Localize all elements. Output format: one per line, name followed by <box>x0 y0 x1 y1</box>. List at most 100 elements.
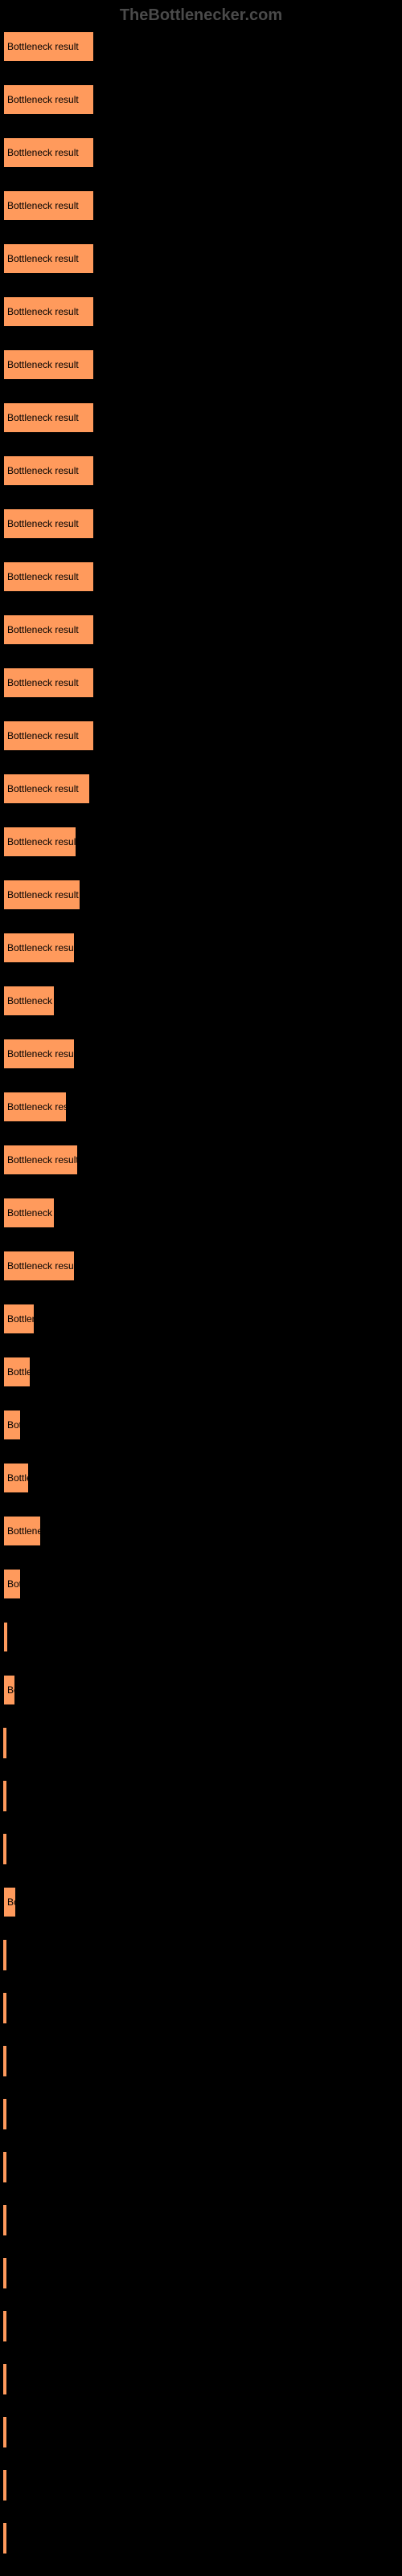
bar-row: Bottleneck result <box>3 455 399 486</box>
bar-row: Bottleneck result <box>3 933 399 963</box>
bar-row <box>3 2099 399 2129</box>
bar <box>3 2152 6 2182</box>
bar: Bottleneck result <box>3 508 94 539</box>
bar-row: Bottleneck result <box>3 614 399 645</box>
bar: Bottleneck result <box>3 774 90 804</box>
watermark-text: TheBottlenecker.com <box>0 0 402 31</box>
bar-row: Bottleneck result <box>3 402 399 433</box>
bar-row: Bottleneck result <box>3 561 399 592</box>
bar <box>3 1834 6 1864</box>
bar-label: Bottleneck result <box>7 518 79 529</box>
bar: Bottleneck result <box>3 933 75 963</box>
bar-label: Bottleneck result <box>7 783 79 794</box>
bar-label: Bottleneck result <box>7 306 79 317</box>
bar-row: Bottleneck <box>3 986 399 1016</box>
bar-label: Bottleneck <box>7 1684 15 1696</box>
bar-row <box>3 1622 399 1652</box>
bar: Bottleneck <box>3 1569 21 1599</box>
bar: Bottleneck result <box>3 721 94 751</box>
bar: Bottleneck result <box>3 455 94 486</box>
bar: Bottleneck <box>3 1304 35 1334</box>
bar-row: Bottleneck <box>3 1410 399 1440</box>
bar-row <box>3 2311 399 2341</box>
bar-label: Bottleneck result <box>7 1260 75 1272</box>
bar: Bottleneck <box>3 986 55 1016</box>
bar: Bottleneck result <box>3 561 94 592</box>
bar-label: Bottleneck result <box>7 253 79 264</box>
bar-row: Bottleneck result <box>3 508 399 539</box>
bar-row: Bottleneck result <box>3 190 399 221</box>
bar-row: Bottleneck result <box>3 84 399 115</box>
bar-label: Bottleneck <box>7 1896 16 1908</box>
bar: Bottleneck <box>3 1516 41 1546</box>
bar-label: Bottleneck <box>7 995 52 1006</box>
bar-label: Bottleneck <box>7 1472 29 1484</box>
bar: Bottleneck result <box>3 84 94 115</box>
bar-label: Bottleneck <box>7 1207 52 1219</box>
bar <box>3 1622 8 1652</box>
bar-row <box>3 1993 399 2023</box>
bar-row: Bottleneck result <box>3 349 399 380</box>
bar: Bottleneck result <box>3 667 94 698</box>
bar-label: Bottleneck result <box>7 942 75 953</box>
bar <box>3 1781 6 1811</box>
bar-row: Bottleneck <box>3 1569 399 1599</box>
bar: Bottleneck <box>3 1887 16 1917</box>
bar-label: Bottleneck result <box>7 465 79 476</box>
bar-row <box>3 2046 399 2076</box>
bar-row <box>3 2470 399 2500</box>
bar: Bottleneck result <box>3 1251 75 1281</box>
bar-label: Bottleneck result <box>7 1048 75 1059</box>
bar-row: Bottleneck result <box>3 880 399 910</box>
bar: Bottleneck result <box>3 1145 78 1175</box>
bar-label: Bottleneck result <box>7 147 79 158</box>
bar: Bottleneck <box>3 1675 15 1705</box>
bar-row: Bottleneck result <box>3 1092 399 1122</box>
bar-row: Bottleneck result <box>3 1251 399 1281</box>
bar: Bottleneck result <box>3 614 94 645</box>
bar-label: Bottleneck <box>7 1313 35 1325</box>
bar: Bottleneck <box>3 1463 29 1493</box>
bar-row <box>3 2205 399 2235</box>
bar: Bottleneck result <box>3 296 94 327</box>
bar: Bottleneck result <box>3 190 94 221</box>
bar-row <box>3 2417 399 2447</box>
bar-row: Bottleneck <box>3 1516 399 1546</box>
bar <box>3 2311 6 2341</box>
bar: Bottleneck result <box>3 880 80 910</box>
bottleneck-bar-chart: Bottleneck result Bottleneck result Bottle… <box>0 31 402 2554</box>
bar: Bottleneck result <box>3 31 94 62</box>
bar-label: Bottleneck result <box>7 836 76 847</box>
bar: Bottleneck <box>3 1357 31 1387</box>
bar-row <box>3 1940 399 1970</box>
bar: Bottleneck result <box>3 1092 67 1122</box>
bar-row: Bottleneck result <box>3 1039 399 1069</box>
bar-row: Bottleneck <box>3 1675 399 1705</box>
bar: Bottleneck <box>3 1410 21 1440</box>
bar <box>3 2258 6 2288</box>
bar: Bottleneck result <box>3 1039 75 1069</box>
bar-label: Bottleneck result <box>7 571 79 582</box>
bar-label: Bottleneck result <box>7 677 79 688</box>
bar-label: Bottleneck <box>7 1419 21 1431</box>
bar <box>3 2417 6 2447</box>
bar-row <box>3 1728 399 1758</box>
bar-row <box>3 2258 399 2288</box>
bar <box>3 2205 6 2235</box>
bar-row: Bottleneck result <box>3 31 399 62</box>
bar-row: Bottleneck <box>3 1463 399 1493</box>
bar-label: Bottleneck <box>7 1366 31 1378</box>
bar-label: Bottleneck result <box>7 41 79 52</box>
bar-row: Bottleneck <box>3 1357 399 1387</box>
bar-label: Bottleneck result <box>7 200 79 211</box>
bar: Bottleneck result <box>3 349 94 380</box>
bar-label: Bottleneck result <box>7 730 79 741</box>
bar-row: Bottleneck result <box>3 137 399 168</box>
bar-label: Bottleneck result <box>7 412 79 423</box>
bar-label: Bottleneck result <box>7 889 79 900</box>
bar <box>3 2046 6 2076</box>
bar-label: Bottleneck result <box>7 624 79 635</box>
bar-label: Bottleneck <box>7 1578 21 1590</box>
bar: Bottleneck result <box>3 243 94 274</box>
bar <box>3 2099 6 2129</box>
